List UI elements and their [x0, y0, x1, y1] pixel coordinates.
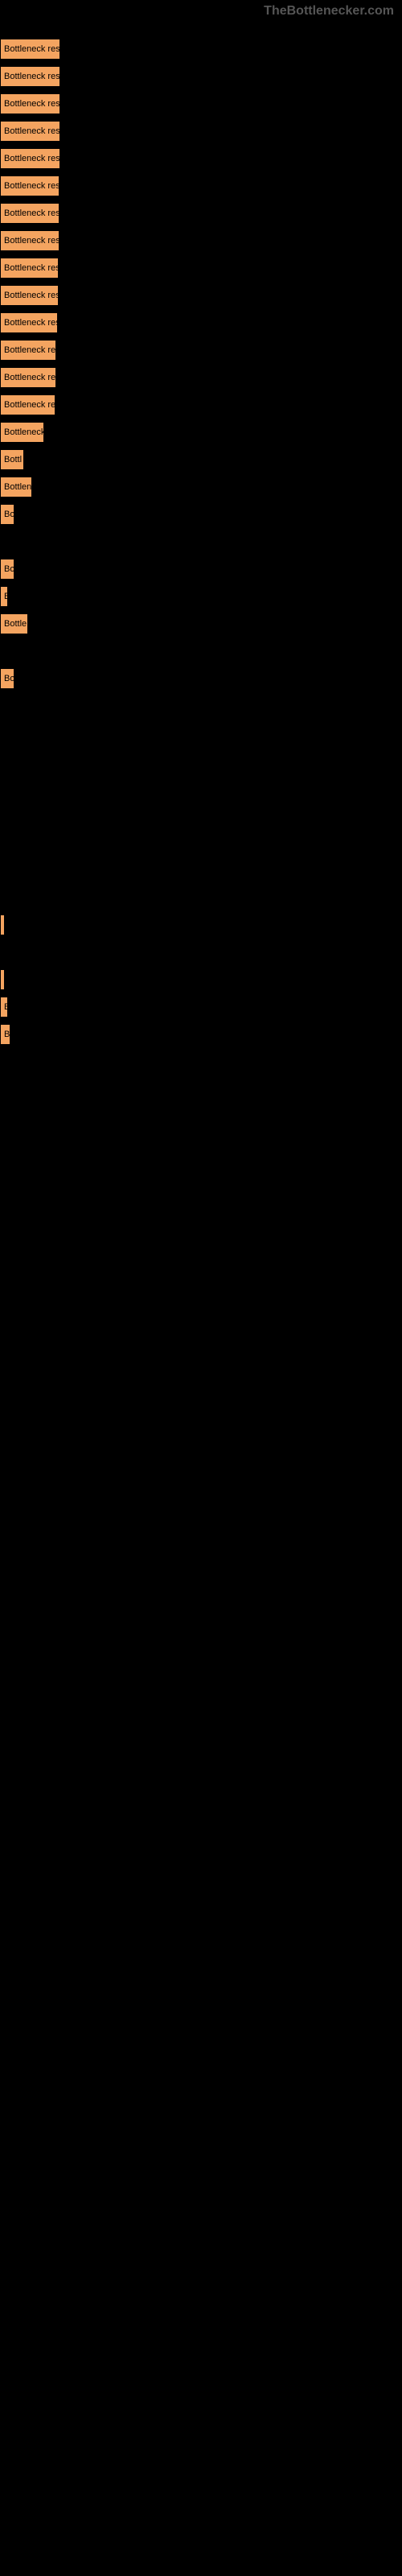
chart-bar: Bottleneck res: [0, 340, 56, 361]
bar-row: Bottlene: [0, 477, 402, 497]
bar-row: [0, 914, 402, 935]
bar-row: Bottleneck result: [0, 230, 402, 251]
bar-row: Bottleneck res: [0, 394, 402, 415]
chart-bar: Bottleneck result: [0, 312, 58, 333]
chart-bar: Bottle: [0, 613, 28, 634]
chart-bar: Bottleneck result: [0, 39, 60, 60]
bar-row: Bottl: [0, 449, 402, 470]
chart-bar: Bottleneck result: [0, 175, 59, 196]
chart-bar: Bottleneck result: [0, 285, 59, 306]
chart-bar: B: [0, 1024, 10, 1045]
bar-row: [0, 887, 402, 908]
chart-bar: Bottleneck result: [0, 93, 60, 114]
bar-row: Bottleneck res: [0, 340, 402, 361]
bar-row: Bottleneck res: [0, 367, 402, 388]
bar-row: [0, 805, 402, 826]
chart-bar: Bo: [0, 504, 14, 525]
bar-row: [0, 969, 402, 990]
chart-bar: Bottleneck: [0, 422, 44, 443]
chart-bar: Bo: [0, 559, 14, 580]
bar-row: [0, 750, 402, 771]
chart-bar: Bottleneck result: [0, 230, 59, 251]
bar-row: Bottleneck: [0, 422, 402, 443]
bar-row: [0, 778, 402, 799]
chart-bar: Bottl: [0, 449, 24, 470]
bar-row: B: [0, 586, 402, 607]
chart-bar: Bottleneck res: [0, 394, 55, 415]
chart-bar: Bottleneck result: [0, 203, 59, 224]
chart-bar: Bottleneck result: [0, 66, 60, 87]
chart-bar: Bottlene: [0, 477, 32, 497]
chart-bar: Bo: [0, 668, 14, 689]
bar-row: Bottleneck result: [0, 66, 402, 87]
bar-row: Bottleneck result: [0, 312, 402, 333]
bar-row: [0, 723, 402, 744]
watermark-text: TheBottlenecker.com: [264, 4, 394, 19]
bar-row: B: [0, 997, 402, 1018]
chart-bar: Bottleneck result: [0, 258, 59, 279]
bar-row: Bottleneck result: [0, 285, 402, 306]
bar-row: Bo: [0, 559, 402, 580]
bar-row: Bottleneck result: [0, 148, 402, 169]
bar-row: Bottleneck result: [0, 121, 402, 142]
chart-bar: B: [0, 586, 8, 607]
bar-row: Bo: [0, 668, 402, 689]
bar-row: [0, 641, 402, 662]
bar-row: B: [0, 1024, 402, 1045]
bar-row: Bottle: [0, 613, 402, 634]
bar-row: Bottleneck result: [0, 93, 402, 114]
bar-row: Bottleneck result: [0, 203, 402, 224]
bar-row: [0, 531, 402, 552]
bar-row: [0, 942, 402, 963]
chart-bar: [0, 914, 5, 935]
chart-container: Bottleneck result Bottleneck result Bottle…: [0, 0, 402, 1045]
bar-row: Bo: [0, 504, 402, 525]
bar-row: [0, 696, 402, 716]
bar-row: [0, 860, 402, 881]
chart-bar: Bottleneck res: [0, 367, 56, 388]
chart-bar: B: [0, 997, 8, 1018]
chart-bar: Bottleneck result: [0, 121, 60, 142]
bar-row: Bottleneck result: [0, 175, 402, 196]
bar-row: [0, 832, 402, 853]
chart-bar: [0, 969, 5, 990]
bar-row: Bottleneck result: [0, 39, 402, 60]
bar-row: Bottleneck result: [0, 258, 402, 279]
chart-bar: Bottleneck result: [0, 148, 60, 169]
